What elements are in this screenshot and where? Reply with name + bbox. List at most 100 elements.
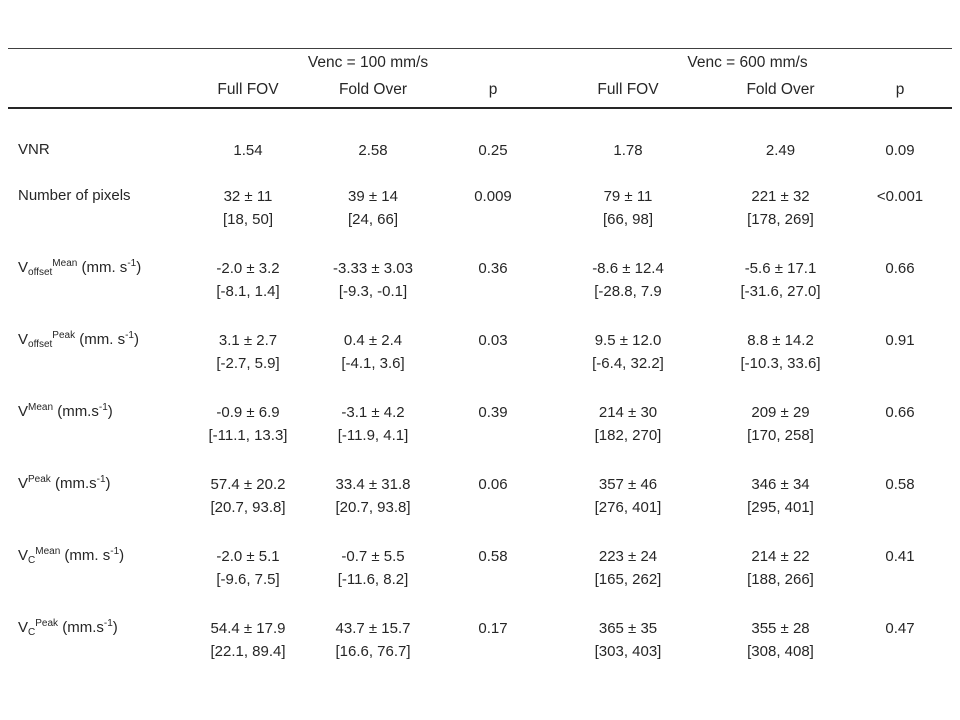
cell-p-value: 0.91	[885, 332, 915, 349]
cell-full-fov-100: -0.9 ± 6.9 [-11.1, 13.3]	[193, 383, 303, 455]
row-label-superscript: Mean	[52, 258, 78, 269]
cell-fold-over-600: 214 ± 22 [188, 266]	[713, 527, 848, 599]
cell-mean: 39 ± 14	[348, 188, 398, 205]
row-label-unit-exponent: -1	[125, 330, 134, 341]
cell-fold-over-100: -0.7 ± 5.5 [-11.6, 8.2]	[303, 527, 443, 599]
cell-mean: 1.78	[613, 142, 643, 159]
cell-p-value: 0.17	[478, 620, 508, 637]
cell-mean: 79 ± 11	[603, 188, 653, 205]
cell-ci: [-9.3, -0.1]	[338, 283, 408, 300]
cell-p-100: 0.03	[443, 311, 543, 383]
cell-full-fov-100: 54.4 ± 17.9 [22.1, 89.4]	[193, 599, 303, 671]
cell-p-value: 0.66	[885, 260, 915, 277]
cell-mean: 223 ± 24	[598, 548, 658, 565]
row-label-unit-exponent: -1	[96, 474, 106, 485]
row-label-unit: (mm. s	[77, 259, 128, 276]
cell-mean: 54.4 ± 17.9	[210, 620, 286, 637]
row-label-base: V	[18, 475, 29, 492]
cell-ci: [24, 66]	[347, 211, 399, 228]
cell-mean: 214 ± 22	[751, 548, 810, 565]
cell-full-fov-100: 1.54	[193, 108, 303, 167]
cell-p-value: 0.47	[885, 620, 915, 637]
cell-p-value: 0.39	[478, 404, 508, 421]
row-label-base: VNR	[18, 141, 50, 158]
row-label-unit: (mm. s	[75, 331, 126, 348]
cell-mean: 357 ± 46	[598, 476, 658, 493]
cell-mean: -2.0 ± 3.2	[216, 260, 280, 277]
row-label-base: V	[18, 331, 29, 348]
cell-p-100: 0.009	[443, 167, 543, 239]
cell-ci: [170, 258]	[747, 427, 814, 444]
cell-ci: [-11.9, 4.1]	[337, 427, 409, 444]
row-label-base: V	[18, 547, 29, 564]
cell-p-100: 0.58	[443, 527, 543, 599]
cell-p-value: 0.25	[478, 142, 508, 159]
cell-ci: [303, 403]	[594, 643, 662, 660]
row-label-base: V	[18, 619, 29, 636]
cell-p-value: 0.58	[478, 548, 508, 565]
row-label-unit-close: )	[105, 475, 111, 492]
cell-p-600: 0.91	[848, 311, 952, 383]
row-label-unit: (mm.s	[58, 619, 104, 636]
table-row-vc-mean: VCMean (mm. s-1) -2.0 ± 5.1 [-9.6, 7.5] -…	[8, 527, 952, 599]
cell-mean: 355 ± 28	[751, 620, 810, 637]
cell-ci: [-11.6, 8.2]	[337, 571, 409, 588]
cell-fold-over-100: 2.58	[303, 108, 443, 167]
cell-full-fov-600: 1.78	[543, 108, 713, 167]
cell-p-value: <0.001	[876, 188, 924, 205]
row-label: VCMean (mm. s-1)	[8, 527, 193, 599]
cell-full-fov-600: -8.6 ± 12.4 [-28.8, 7.9	[543, 239, 713, 311]
cell-mean: 209 ± 29	[751, 404, 810, 421]
row-label-superscript: Peak	[35, 618, 59, 629]
cell-p-100: 0.17	[443, 599, 543, 671]
row-label: VoffsetPeak (mm. s-1)	[8, 311, 193, 383]
cell-mean: -2.0 ± 5.1	[216, 548, 280, 565]
row-label-subscript: C	[28, 555, 36, 566]
cell-ci: [22.1, 89.4]	[210, 643, 286, 660]
cell-p-600: 0.58	[848, 455, 952, 527]
cell-full-fov-600: 214 ± 30 [182, 270]	[543, 383, 713, 455]
cell-mean: -8.6 ± 12.4	[592, 260, 664, 277]
cell-p-600: 0.66	[848, 383, 952, 455]
row-label-unit: (mm.s	[50, 475, 97, 492]
corner-cell	[8, 48, 193, 76]
cell-p-value: 0.58	[885, 476, 915, 493]
cell-mean: -3.1 ± 4.2	[341, 404, 405, 421]
cell-full-fov-600: 357 ± 46 [276, 401]	[543, 455, 713, 527]
row-label: VPeak (mm.s-1)	[8, 455, 193, 527]
row-label-subscript: offset	[28, 339, 53, 350]
cell-mean: -0.9 ± 6.9	[216, 404, 280, 421]
cell-mean: 221 ± 32	[751, 188, 810, 205]
cell-mean: 2.49	[765, 142, 796, 159]
cell-p-value: 0.009	[474, 188, 512, 205]
cell-ci: [20.7, 93.8]	[335, 499, 411, 516]
row-label-unit-exponent: -1	[110, 546, 120, 557]
cell-mean: 214 ± 30	[598, 404, 658, 421]
cell-mean: 9.5 ± 12.0	[594, 332, 662, 349]
col-header-fold-over-600: Fold Over	[713, 76, 848, 109]
cell-mean: 33.4 ± 31.8	[335, 476, 411, 493]
cell-mean: 1.54	[233, 142, 263, 159]
cell-p-value: 0.36	[478, 260, 508, 277]
cell-fold-over-100: 39 ± 14 [24, 66]	[303, 167, 443, 239]
cell-full-fov-100: -2.0 ± 3.2 [-8.1, 1.4]	[193, 239, 303, 311]
cell-fold-over-100: -3.33 ± 3.03 [-9.3, -0.1]	[303, 239, 443, 311]
cell-ci: [178, 269]	[747, 211, 814, 228]
row-label-unit-close: )	[136, 259, 142, 276]
table-row-number-of-pixels: Number of pixels 32 ± 11 [18, 50] 39 ± 14…	[8, 167, 952, 239]
cell-fold-over-600: 2.49	[713, 108, 848, 167]
cell-ci: [-8.1, 1.4]	[216, 283, 280, 300]
row-label-superscript: Peak	[52, 330, 76, 341]
cell-mean: 8.8 ± 14.2	[747, 332, 814, 349]
col-header-p-600: p	[848, 76, 952, 109]
table-row-vc-peak: VCPeak (mm.s-1) 54.4 ± 17.9 [22.1, 89.4] …	[8, 599, 952, 671]
row-label: VNR	[8, 108, 193, 167]
cell-ci: [276, 401]	[594, 499, 662, 516]
cell-ci: [308, 408]	[747, 643, 814, 660]
cell-mean: 0.4 ± 2.4	[343, 332, 403, 349]
cell-full-fov-100: 57.4 ± 20.2 [20.7, 93.8]	[193, 455, 303, 527]
cell-full-fov-600: 223 ± 24 [165, 262]	[543, 527, 713, 599]
cell-ci: [-28.8, 7.9	[594, 283, 662, 300]
row-label-unit: (mm.s	[53, 403, 99, 420]
row-label-superscript: Peak	[28, 474, 51, 485]
